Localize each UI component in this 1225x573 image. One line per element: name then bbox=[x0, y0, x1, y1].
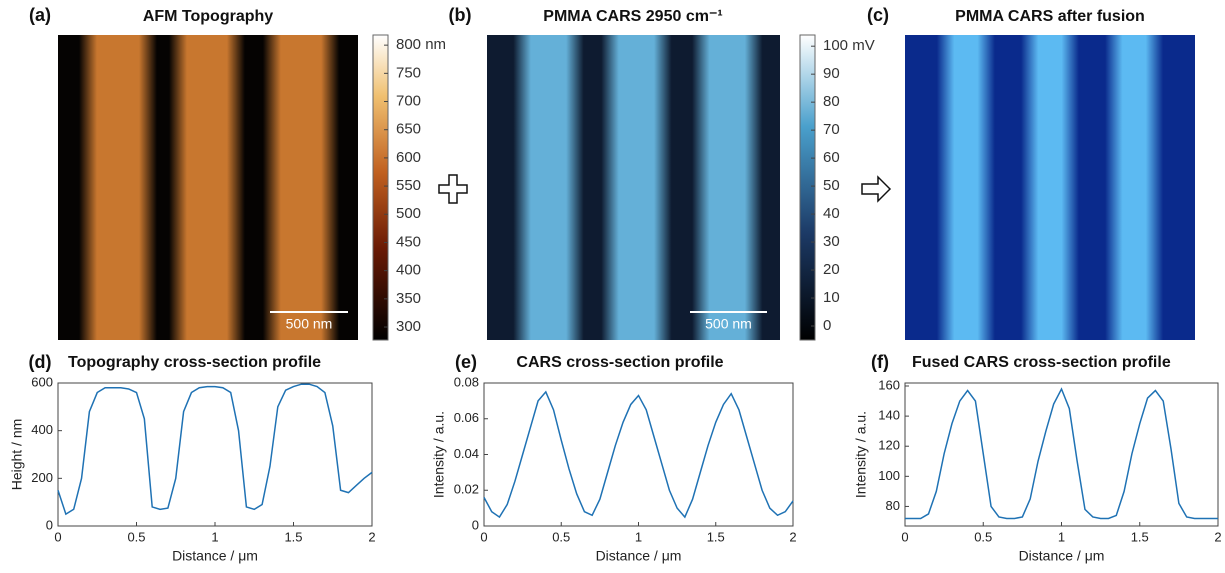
y-tick-label: 100 bbox=[878, 468, 900, 483]
panel-label: (b) bbox=[449, 5, 472, 25]
x-tick-label: 0.5 bbox=[974, 529, 992, 544]
colorbar-tick-label: 800 nm bbox=[396, 36, 446, 53]
colorbar-tick-label: 450 bbox=[396, 233, 421, 250]
arrow-icon bbox=[861, 175, 892, 203]
colorbar-tick-label: 50 bbox=[823, 177, 840, 194]
image bbox=[905, 35, 1195, 340]
panel-title: PMMA CARS after fusion bbox=[955, 8, 1145, 25]
x-tick-label: 2 bbox=[789, 529, 796, 544]
profile-line bbox=[483, 390, 794, 519]
x-tick-label: 2 bbox=[1214, 529, 1221, 544]
x-tick-label: 0 bbox=[901, 529, 908, 544]
colorbar-tick-label: 20 bbox=[823, 261, 840, 278]
y-axis-label: Intensity / a.u. bbox=[431, 411, 447, 498]
y-tick-label: 0.04 bbox=[454, 446, 479, 461]
colorbar-tick-label: 30 bbox=[823, 233, 840, 250]
plot-frame bbox=[904, 382, 1219, 527]
scale-bar-label: 500 nm bbox=[705, 316, 752, 332]
panel-title: Topography cross-section profile bbox=[68, 354, 321, 371]
plus-icon bbox=[438, 174, 468, 204]
y-axis-label: Height / nm bbox=[9, 419, 25, 491]
x-tick-label: 0.5 bbox=[552, 529, 570, 544]
panel-label: (a) bbox=[29, 5, 51, 25]
colorbar-tick-label: 40 bbox=[823, 205, 840, 222]
y-tick-label: 0.02 bbox=[454, 482, 479, 497]
y-axis-label: Intensity / a.u. bbox=[853, 411, 869, 498]
x-tick-label: 1.5 bbox=[707, 529, 725, 544]
image bbox=[58, 35, 358, 340]
colorbar-tick-label: 650 bbox=[396, 121, 421, 138]
x-tick-label: 1 bbox=[635, 529, 642, 544]
x-tick-label: 1.5 bbox=[1131, 529, 1149, 544]
x-tick-label: 1.5 bbox=[284, 529, 302, 544]
x-tick-label: 1 bbox=[211, 529, 218, 544]
colorbar-tick-label: 300 bbox=[396, 318, 421, 335]
y-tick-label: 600 bbox=[31, 374, 53, 389]
colorbar-tick-label: 400 bbox=[396, 262, 421, 279]
y-tick-label: 0 bbox=[46, 517, 53, 532]
y-tick-label: 0.08 bbox=[454, 374, 479, 389]
panel-label: (f) bbox=[871, 352, 889, 372]
x-tick-label: 1 bbox=[1058, 529, 1065, 544]
y-tick-label: 120 bbox=[878, 438, 900, 453]
profile-line bbox=[57, 383, 373, 516]
colorbar-tick-label: 750 bbox=[396, 64, 421, 81]
colorbar-tick-label: 600 bbox=[396, 149, 421, 166]
colorbar-tick-label: 100 mV bbox=[823, 37, 875, 54]
y-tick-label: 200 bbox=[31, 470, 53, 485]
x-tick-label: 0 bbox=[480, 529, 487, 544]
x-tick-label: 0 bbox=[54, 529, 61, 544]
colorbar-tick-label: 80 bbox=[823, 93, 840, 110]
x-axis-label: Distance / μm bbox=[1019, 548, 1105, 564]
plot-frame bbox=[57, 382, 373, 527]
y-tick-label: 160 bbox=[878, 377, 900, 392]
colorbar-tick-label: 60 bbox=[823, 149, 840, 166]
colorbar-tick-label: 90 bbox=[823, 65, 840, 82]
panel-label: (c) bbox=[867, 5, 889, 25]
y-tick-label: 0.06 bbox=[454, 410, 479, 425]
colorbar-tick-label: 550 bbox=[396, 177, 421, 194]
x-tick-label: 0.5 bbox=[127, 529, 145, 544]
image bbox=[487, 35, 780, 340]
colorbar-tick-label: 500 bbox=[396, 205, 421, 222]
plus-arrow bbox=[438, 174, 892, 204]
y-tick-label: 80 bbox=[886, 498, 900, 513]
panel-label: (e) bbox=[455, 352, 477, 372]
x-tick-label: 2 bbox=[368, 529, 375, 544]
panel-title: CARS cross-section profile bbox=[516, 354, 723, 371]
panel-title: AFM Topography bbox=[143, 8, 273, 25]
x-axis-label: Distance / μm bbox=[596, 548, 682, 564]
colorbar-tick-label: 70 bbox=[823, 121, 840, 138]
colorbar-tick-label: 350 bbox=[396, 290, 421, 307]
y-tick-label: 400 bbox=[31, 422, 53, 437]
plot-frame bbox=[483, 382, 794, 527]
panel-label: (d) bbox=[29, 352, 52, 372]
colorbar-tick-label: 10 bbox=[823, 289, 840, 306]
panel-title: Fused CARS cross-section profile bbox=[912, 354, 1171, 371]
profile-line bbox=[905, 387, 1218, 520]
colorbar bbox=[372, 34, 389, 341]
y-tick-label: 140 bbox=[878, 408, 900, 423]
x-axis-label: Distance / μm bbox=[172, 548, 258, 564]
panel-title: PMMA CARS 2950 cm⁻¹ bbox=[543, 8, 722, 25]
colorbar-tick-label: 700 bbox=[396, 92, 421, 109]
y-tick-label: 0 bbox=[472, 517, 479, 532]
colorbar bbox=[799, 34, 816, 341]
colorbar-tick-label: 0 bbox=[823, 317, 831, 334]
scale-bar-label: 500 nm bbox=[286, 316, 333, 332]
